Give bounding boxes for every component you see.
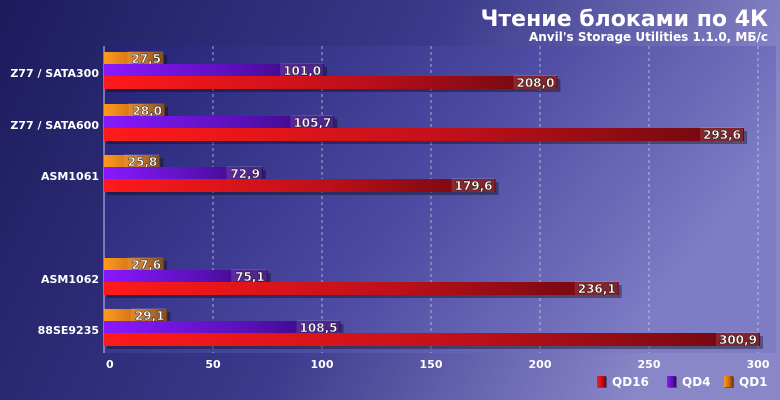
bar-qd1 — [104, 309, 168, 322]
value-label: 27,6 — [132, 258, 162, 272]
value-label: 293,6 — [703, 128, 741, 142]
value-label-box — [715, 332, 759, 346]
bar-qd4 — [104, 116, 335, 129]
value-label-box — [127, 51, 163, 65]
chart-subtitle: Anvil's Storage Utilities 1.1.0, МБ/с — [529, 30, 768, 44]
grid — [103, 46, 759, 353]
value-label: 300,9 — [719, 333, 757, 347]
category-label: 88SE9235 — [38, 324, 99, 337]
value-label-box — [574, 281, 618, 295]
bar-qd16 — [104, 179, 496, 192]
bar-qd16 — [104, 76, 558, 89]
value-label-box — [130, 308, 167, 322]
value-label-box — [226, 166, 262, 180]
value-label-box — [123, 154, 160, 168]
value-label: 72,9 — [230, 167, 260, 181]
value-label: 179,6 — [455, 179, 493, 193]
value-label: 28,0 — [132, 104, 162, 118]
bar-qd4 — [104, 321, 341, 334]
plot-area — [104, 46, 776, 353]
legend-swatch-qd4 — [667, 376, 676, 387]
value-label: 236,1 — [578, 282, 616, 296]
legend-label-qd1: QD1 — [739, 375, 768, 389]
bar-qd1 — [104, 155, 161, 168]
legend-label-qd4: QD4 — [682, 375, 711, 389]
value-label-box — [127, 257, 164, 271]
x-tick-label: 250 — [638, 358, 661, 371]
legend-swatch-qd16 — [597, 376, 606, 387]
x-tick-label: 300 — [747, 358, 770, 371]
category-labels: Z77 / SATA300 Z77 / SATA600 ASM1061 ASM1062… — [10, 67, 99, 337]
value-label-box — [280, 63, 324, 77]
bar-qd1 — [104, 258, 165, 271]
bar-qd16 — [104, 282, 619, 295]
legend: QD16 QD4 QD1 — [597, 375, 768, 389]
x-tick-labels: 0 50 100 150 200 250 300 — [106, 358, 770, 371]
x-tick-label: 200 — [529, 358, 552, 371]
bars: 27,5 101,0 208,0 28,0 105,7 293,6 25,8 72,9 179,… — [104, 51, 763, 349]
bar-qd1 — [104, 52, 164, 65]
value-label: 101,0 — [283, 64, 321, 78]
bar-qd4 — [104, 64, 325, 77]
value-label: 27,5 — [131, 52, 161, 66]
value-label-box — [700, 127, 744, 141]
bar-qd4 — [104, 167, 263, 180]
bar-qd4 — [104, 270, 268, 283]
x-tick-label: 100 — [311, 358, 334, 371]
bar-qd16 — [104, 333, 760, 346]
x-tick-label: 150 — [420, 358, 443, 371]
value-label-box — [513, 75, 557, 89]
chart-title: Чтение блоками по 4К — [481, 7, 768, 32]
x-tick-label: 0 — [106, 358, 114, 371]
category-label: ASM1062 — [41, 273, 99, 286]
value-label-box — [296, 320, 340, 334]
value-label: 29,1 — [135, 309, 165, 323]
value-label: 25,8 — [128, 155, 158, 169]
category-label: Z77 / SATA300 — [10, 67, 99, 80]
value-label: 108,5 — [300, 321, 338, 335]
legend-label-qd16: QD16 — [612, 375, 649, 389]
bar-qd1 — [104, 104, 166, 117]
bar-qd16 — [104, 128, 745, 141]
value-label: 105,7 — [293, 116, 331, 130]
value-label-box — [128, 103, 165, 117]
legend-swatch-qd1 — [724, 376, 733, 387]
value-label: 75,1 — [235, 270, 265, 284]
value-label-box — [451, 178, 495, 192]
value-label: 208,0 — [516, 76, 554, 90]
x-tick-label: 50 — [205, 358, 221, 371]
category-label: ASM1061 — [41, 170, 99, 183]
category-label: Z77 / SATA600 — [10, 119, 99, 132]
value-label-box — [231, 269, 267, 283]
value-label-box — [290, 115, 334, 129]
